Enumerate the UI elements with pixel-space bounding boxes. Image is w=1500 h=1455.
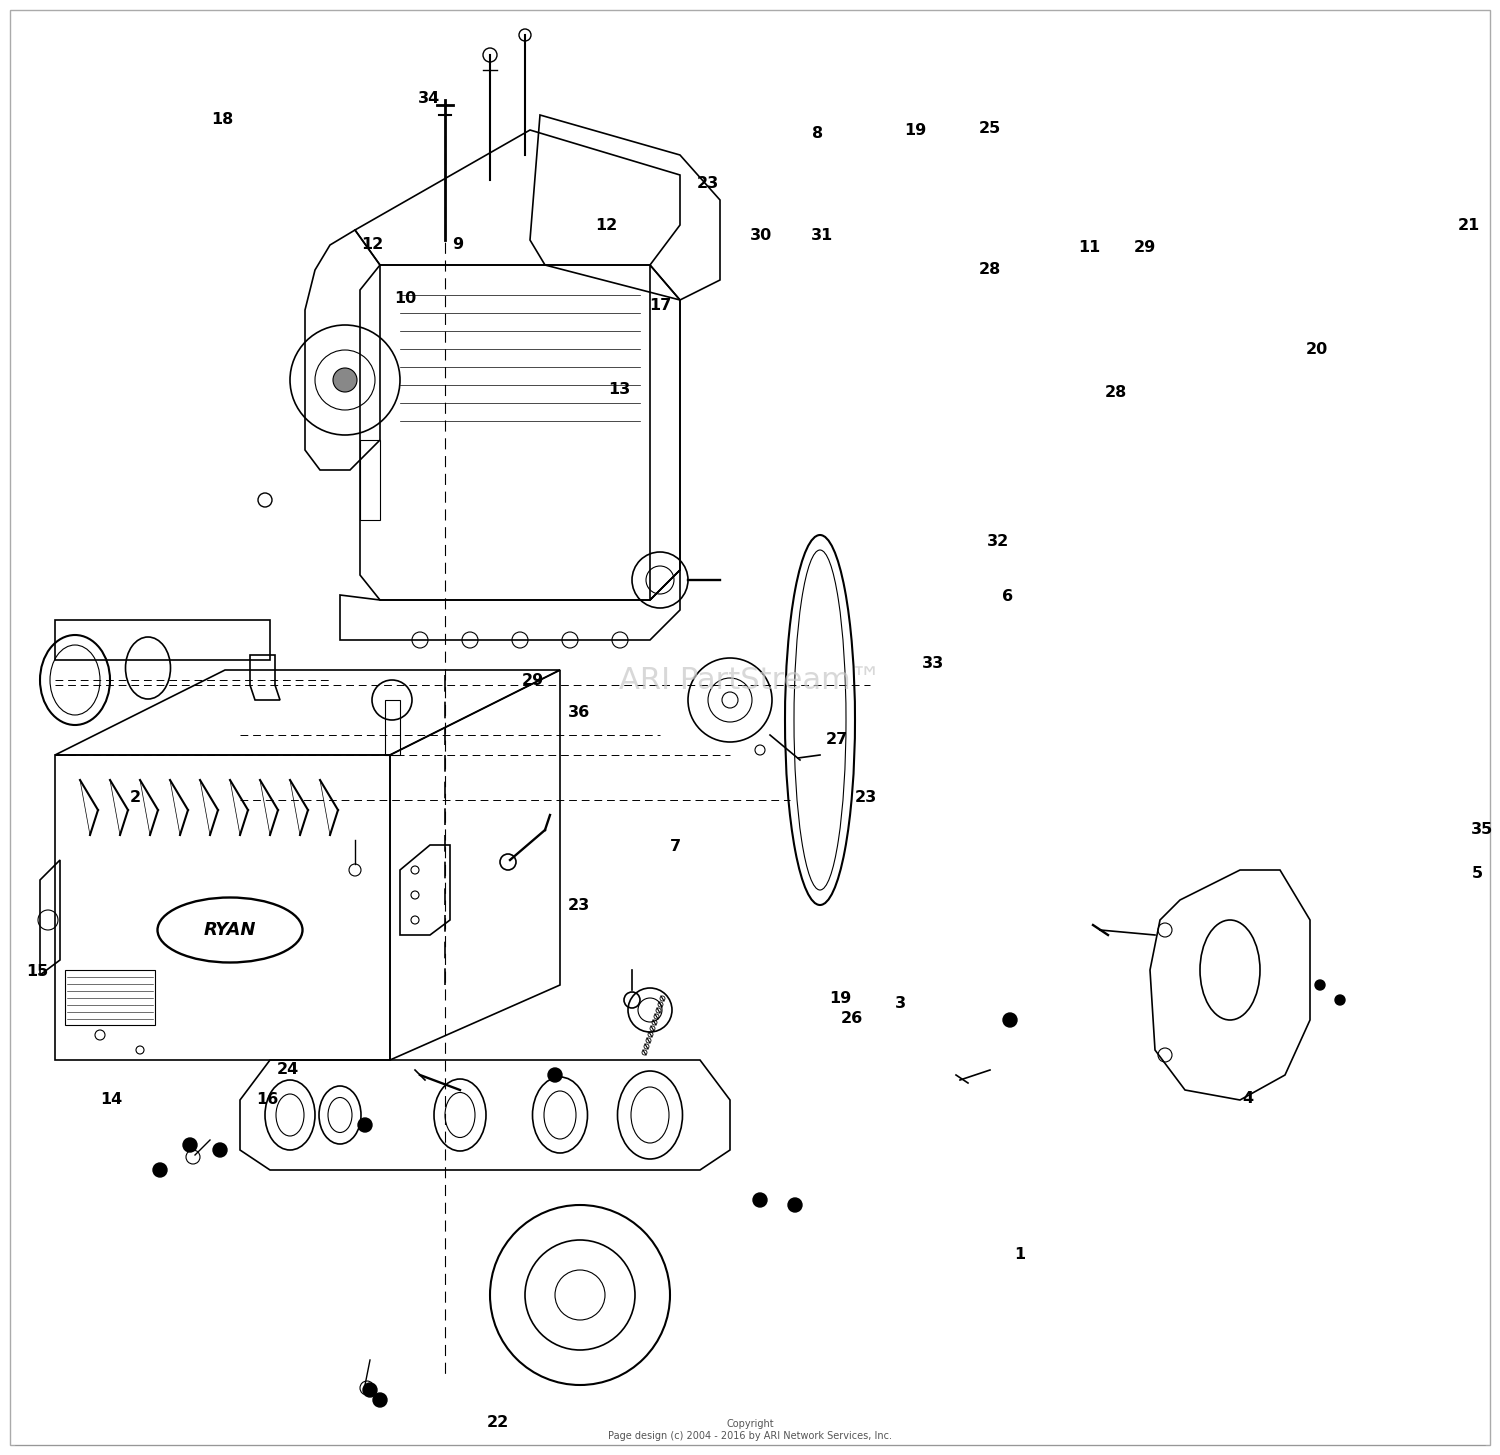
- Text: 2: 2: [129, 790, 141, 805]
- Text: 19: 19: [830, 991, 850, 1005]
- Text: 5: 5: [1472, 866, 1484, 880]
- Text: 32: 32: [987, 534, 1008, 549]
- Text: RYAN: RYAN: [204, 921, 257, 938]
- Circle shape: [333, 368, 357, 391]
- Text: 28: 28: [980, 262, 1000, 276]
- Circle shape: [1004, 1013, 1017, 1027]
- Text: 9: 9: [452, 237, 464, 252]
- Circle shape: [1335, 995, 1346, 1005]
- Text: 19: 19: [904, 124, 926, 138]
- Text: 25: 25: [980, 121, 1000, 135]
- Text: 28: 28: [1106, 386, 1126, 400]
- Text: 33: 33: [922, 656, 944, 671]
- Text: 27: 27: [827, 732, 848, 746]
- Text: 24: 24: [278, 1062, 298, 1077]
- Text: 29: 29: [1134, 240, 1155, 255]
- Circle shape: [363, 1384, 376, 1397]
- Text: 11: 11: [1078, 240, 1100, 255]
- Text: 23: 23: [698, 176, 718, 191]
- Text: 4: 4: [1242, 1091, 1254, 1106]
- Text: 12: 12: [596, 218, 616, 233]
- Text: 30: 30: [750, 228, 771, 243]
- Text: 36: 36: [568, 706, 590, 720]
- Circle shape: [548, 1068, 562, 1083]
- Text: 20: 20: [1306, 342, 1328, 356]
- Text: 3: 3: [894, 997, 906, 1011]
- Text: 1: 1: [1014, 1247, 1026, 1261]
- Text: 29: 29: [522, 674, 543, 688]
- Circle shape: [788, 1197, 802, 1212]
- Text: 34: 34: [419, 92, 440, 106]
- Text: 14: 14: [100, 1093, 122, 1107]
- Text: 22: 22: [488, 1416, 508, 1430]
- Text: 26: 26: [842, 1011, 862, 1026]
- Text: 15: 15: [27, 965, 48, 979]
- Text: 13: 13: [609, 383, 630, 397]
- Circle shape: [213, 1144, 226, 1157]
- Text: 17: 17: [650, 298, 670, 313]
- Circle shape: [374, 1392, 387, 1407]
- Text: 35: 35: [1472, 822, 1492, 837]
- Text: 18: 18: [211, 112, 232, 127]
- Text: 21: 21: [1458, 218, 1479, 233]
- Text: 8: 8: [812, 127, 824, 141]
- Text: 16: 16: [256, 1093, 278, 1107]
- Text: 10: 10: [394, 291, 416, 306]
- Text: 23: 23: [855, 790, 876, 805]
- Text: 31: 31: [812, 228, 832, 243]
- Text: 23: 23: [568, 898, 590, 912]
- Circle shape: [153, 1163, 166, 1177]
- Text: Copyright
Page design (c) 2004 - 2016 by ARI Network Services, Inc.: Copyright Page design (c) 2004 - 2016 by…: [608, 1419, 892, 1440]
- Text: 6: 6: [1002, 589, 1014, 604]
- Text: ARI PartStream™: ARI PartStream™: [620, 665, 880, 694]
- Circle shape: [183, 1138, 196, 1152]
- Circle shape: [753, 1193, 766, 1208]
- Text: 7: 7: [669, 840, 681, 854]
- Text: 12: 12: [362, 237, 382, 252]
- Circle shape: [358, 1117, 372, 1132]
- Circle shape: [1316, 981, 1324, 989]
